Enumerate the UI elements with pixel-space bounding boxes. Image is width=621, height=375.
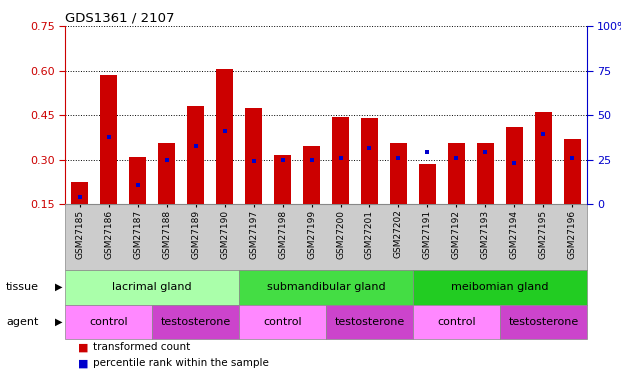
Text: meibomian gland: meibomian gland <box>451 282 549 292</box>
Text: testosterone: testosterone <box>508 317 579 327</box>
Bar <box>390 143 407 204</box>
Text: control: control <box>89 317 128 327</box>
Bar <box>448 143 465 204</box>
Bar <box>274 155 291 204</box>
Bar <box>216 69 233 204</box>
Text: ▶: ▶ <box>55 282 62 292</box>
Bar <box>419 164 436 204</box>
Text: testosterone: testosterone <box>160 317 231 327</box>
Bar <box>129 157 147 204</box>
Text: tissue: tissue <box>6 282 39 292</box>
Bar <box>303 146 320 204</box>
Bar <box>100 75 117 204</box>
Text: GDS1361 / 2107: GDS1361 / 2107 <box>65 11 175 24</box>
Bar <box>535 112 552 204</box>
Text: ■: ■ <box>78 358 88 368</box>
Text: control: control <box>263 317 302 327</box>
Bar <box>505 127 523 204</box>
Text: transformed count: transformed count <box>93 342 191 352</box>
Bar <box>477 143 494 204</box>
Text: percentile rank within the sample: percentile rank within the sample <box>93 358 269 368</box>
Text: ▶: ▶ <box>55 317 62 327</box>
Text: ■: ■ <box>78 342 88 352</box>
Bar <box>187 106 204 204</box>
Bar <box>361 118 378 204</box>
Bar <box>71 182 88 204</box>
Text: submandibular gland: submandibular gland <box>266 282 386 292</box>
Bar <box>332 117 349 204</box>
Text: lacrimal gland: lacrimal gland <box>112 282 192 292</box>
Bar <box>564 139 581 204</box>
Bar <box>158 143 175 204</box>
Text: control: control <box>437 317 476 327</box>
Text: agent: agent <box>6 317 39 327</box>
Text: testosterone: testosterone <box>334 317 405 327</box>
Bar <box>245 108 262 204</box>
